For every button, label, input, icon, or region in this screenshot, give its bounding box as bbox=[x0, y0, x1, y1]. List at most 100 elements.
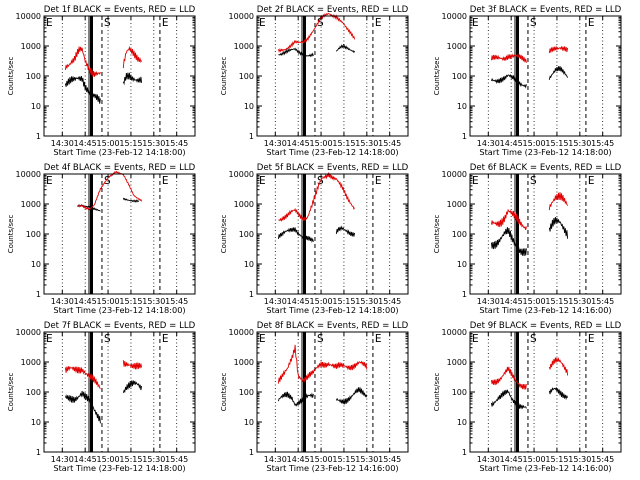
x-tick-label: 15:45 bbox=[378, 139, 401, 148]
x-tick-label: 15:00 bbox=[310, 139, 333, 148]
x-tick-label: 15:15 bbox=[332, 297, 355, 306]
event-marker-label: S bbox=[530, 333, 537, 345]
lld-series-line bbox=[64, 46, 101, 77]
x-axis-label: Start Time (23-Feb-12 14:18:00) bbox=[53, 463, 185, 473]
x-tick-label: 14:30 bbox=[477, 139, 500, 148]
x-axis-label: Start Time (23-Feb-12 14:18:00) bbox=[53, 305, 185, 315]
detector-panel: Det 8f BLACK = Events, RED = LLD E S E 14:30… bbox=[220, 321, 409, 473]
x-tick-label: 15:30 bbox=[355, 139, 378, 148]
y-tick-label: 10000 bbox=[229, 12, 254, 21]
y-tick-label: 1000 bbox=[447, 42, 467, 51]
event-marker-label: S bbox=[317, 17, 324, 29]
x-tick-label: 14:45 bbox=[500, 139, 523, 148]
events-series-line bbox=[335, 387, 368, 405]
lld-series-line bbox=[278, 172, 355, 222]
event-marker-label: S bbox=[530, 175, 537, 187]
y-tick-label: 100 bbox=[452, 72, 467, 81]
x-tick-label: 14:30 bbox=[477, 455, 500, 464]
x-tick-label: 15:15 bbox=[119, 139, 142, 148]
event-marker-label: E bbox=[588, 333, 595, 345]
events-series-line bbox=[122, 197, 139, 203]
events-series-line bbox=[122, 380, 143, 394]
lld-series-line bbox=[64, 365, 101, 389]
event-marker-label: E bbox=[472, 175, 479, 187]
y-axis-label: Counts/sec bbox=[433, 57, 441, 96]
panel-title: Det 1f BLACK = Events, RED = LLD bbox=[44, 5, 196, 15]
y-tick-label: 1 bbox=[249, 132, 254, 141]
detector-panel: Det 2f BLACK = Events, RED = LLD E S E 14:30… bbox=[220, 5, 409, 157]
x-tick-label: 14:30 bbox=[51, 455, 74, 464]
x-tick-label: 15:15 bbox=[545, 297, 568, 306]
x-tick-label: 14:45 bbox=[74, 455, 97, 464]
x-tick-label: 15:45 bbox=[165, 297, 188, 306]
lld-series-line bbox=[122, 45, 142, 69]
x-tick-label: 15:45 bbox=[591, 297, 614, 306]
x-tick-label: 15:15 bbox=[545, 455, 568, 464]
x-tick-label: 15:30 bbox=[568, 139, 591, 148]
y-tick-label: 1 bbox=[462, 290, 467, 299]
x-tick-label: 15:45 bbox=[378, 455, 401, 464]
y-tick-label: 10 bbox=[31, 102, 41, 111]
detector-panel: Det 6f BLACK = Events, RED = LLD E S E 14:30… bbox=[433, 163, 622, 315]
x-tick-label: 14:30 bbox=[264, 455, 287, 464]
detector-panel: Det 4f BLACK = Events, RED = LLD E S E 14:30… bbox=[7, 163, 196, 315]
y-tick-label: 10000 bbox=[16, 12, 41, 21]
y-axis-label: Counts/sec bbox=[433, 373, 441, 412]
event-marker-label: E bbox=[46, 17, 53, 29]
event-marker-label: E bbox=[588, 17, 595, 29]
x-tick-label: 14:30 bbox=[477, 297, 500, 306]
y-tick-label: 1 bbox=[36, 448, 41, 457]
event-marker-label: E bbox=[162, 175, 169, 187]
y-axis-label: Counts/sec bbox=[7, 57, 15, 96]
x-tick-label: 15:45 bbox=[591, 455, 614, 464]
event-marker-label: E bbox=[472, 17, 479, 29]
x-tick-label: 15:15 bbox=[332, 139, 355, 148]
panel-title: Det 6f BLACK = Events, RED = LLD bbox=[470, 163, 622, 173]
panel-title: Det 8f BLACK = Events, RED = LLD bbox=[257, 321, 409, 331]
x-tick-label: 15:15 bbox=[332, 455, 355, 464]
y-axis-label: Counts/sec bbox=[7, 373, 15, 412]
events-series-line bbox=[122, 72, 143, 86]
lld-series-line bbox=[548, 192, 568, 211]
y-tick-label: 1 bbox=[462, 132, 467, 141]
y-tick-label: 10 bbox=[244, 102, 254, 111]
y-tick-label: 1000 bbox=[21, 42, 41, 51]
event-marker-label: S bbox=[317, 333, 324, 345]
x-tick-label: 15:00 bbox=[523, 139, 546, 148]
event-marker-label: S bbox=[104, 175, 111, 187]
event-marker-label: E bbox=[375, 17, 382, 29]
plot-frame bbox=[256, 173, 409, 295]
panel-title: Det 7f BLACK = Events, RED = LLD bbox=[44, 321, 196, 331]
panel-title: Det 4f BLACK = Events, RED = LLD bbox=[44, 163, 196, 173]
x-tick-label: 15:00 bbox=[97, 455, 120, 464]
x-tick-label: 15:45 bbox=[591, 139, 614, 148]
detector-panel: Det 9f BLACK = Events, RED = LLD E S E 14:30… bbox=[433, 321, 622, 473]
y-tick-label: 100 bbox=[452, 230, 467, 239]
x-tick-label: 15:45 bbox=[165, 455, 188, 464]
detector-panel: Det 1f BLACK = Events, RED = LLD E S E 14:30… bbox=[7, 5, 196, 157]
y-tick-label: 1000 bbox=[234, 200, 254, 209]
events-series-line bbox=[490, 389, 527, 410]
event-marker-label: E bbox=[472, 333, 479, 345]
plot-frame bbox=[256, 15, 409, 137]
y-tick-label: 10000 bbox=[16, 170, 41, 179]
panel-title: Det 9f BLACK = Events, RED = LLD bbox=[470, 321, 622, 331]
lld-series-line bbox=[548, 357, 569, 376]
y-tick-label: 1000 bbox=[447, 358, 467, 367]
x-tick-label: 15:00 bbox=[310, 455, 333, 464]
x-tick-label: 14:45 bbox=[287, 297, 310, 306]
x-tick-label: 14:30 bbox=[264, 297, 287, 306]
event-marker-label: E bbox=[259, 333, 266, 345]
y-tick-label: 10 bbox=[457, 102, 467, 111]
x-tick-label: 15:30 bbox=[355, 455, 378, 464]
x-axis-label: Start Time (23-Feb-12 14:16:00) bbox=[266, 463, 398, 473]
event-marker-label: E bbox=[375, 333, 382, 345]
x-tick-label: 15:30 bbox=[355, 297, 378, 306]
panel-title: Det 5f BLACK = Events, RED = LLD bbox=[257, 163, 409, 173]
y-tick-label: 10000 bbox=[16, 328, 41, 337]
x-axis-label: Start Time (23-Feb-12 14:18:00) bbox=[53, 147, 185, 157]
y-axis-label: Counts/sec bbox=[7, 215, 15, 254]
y-tick-label: 10 bbox=[244, 260, 254, 269]
